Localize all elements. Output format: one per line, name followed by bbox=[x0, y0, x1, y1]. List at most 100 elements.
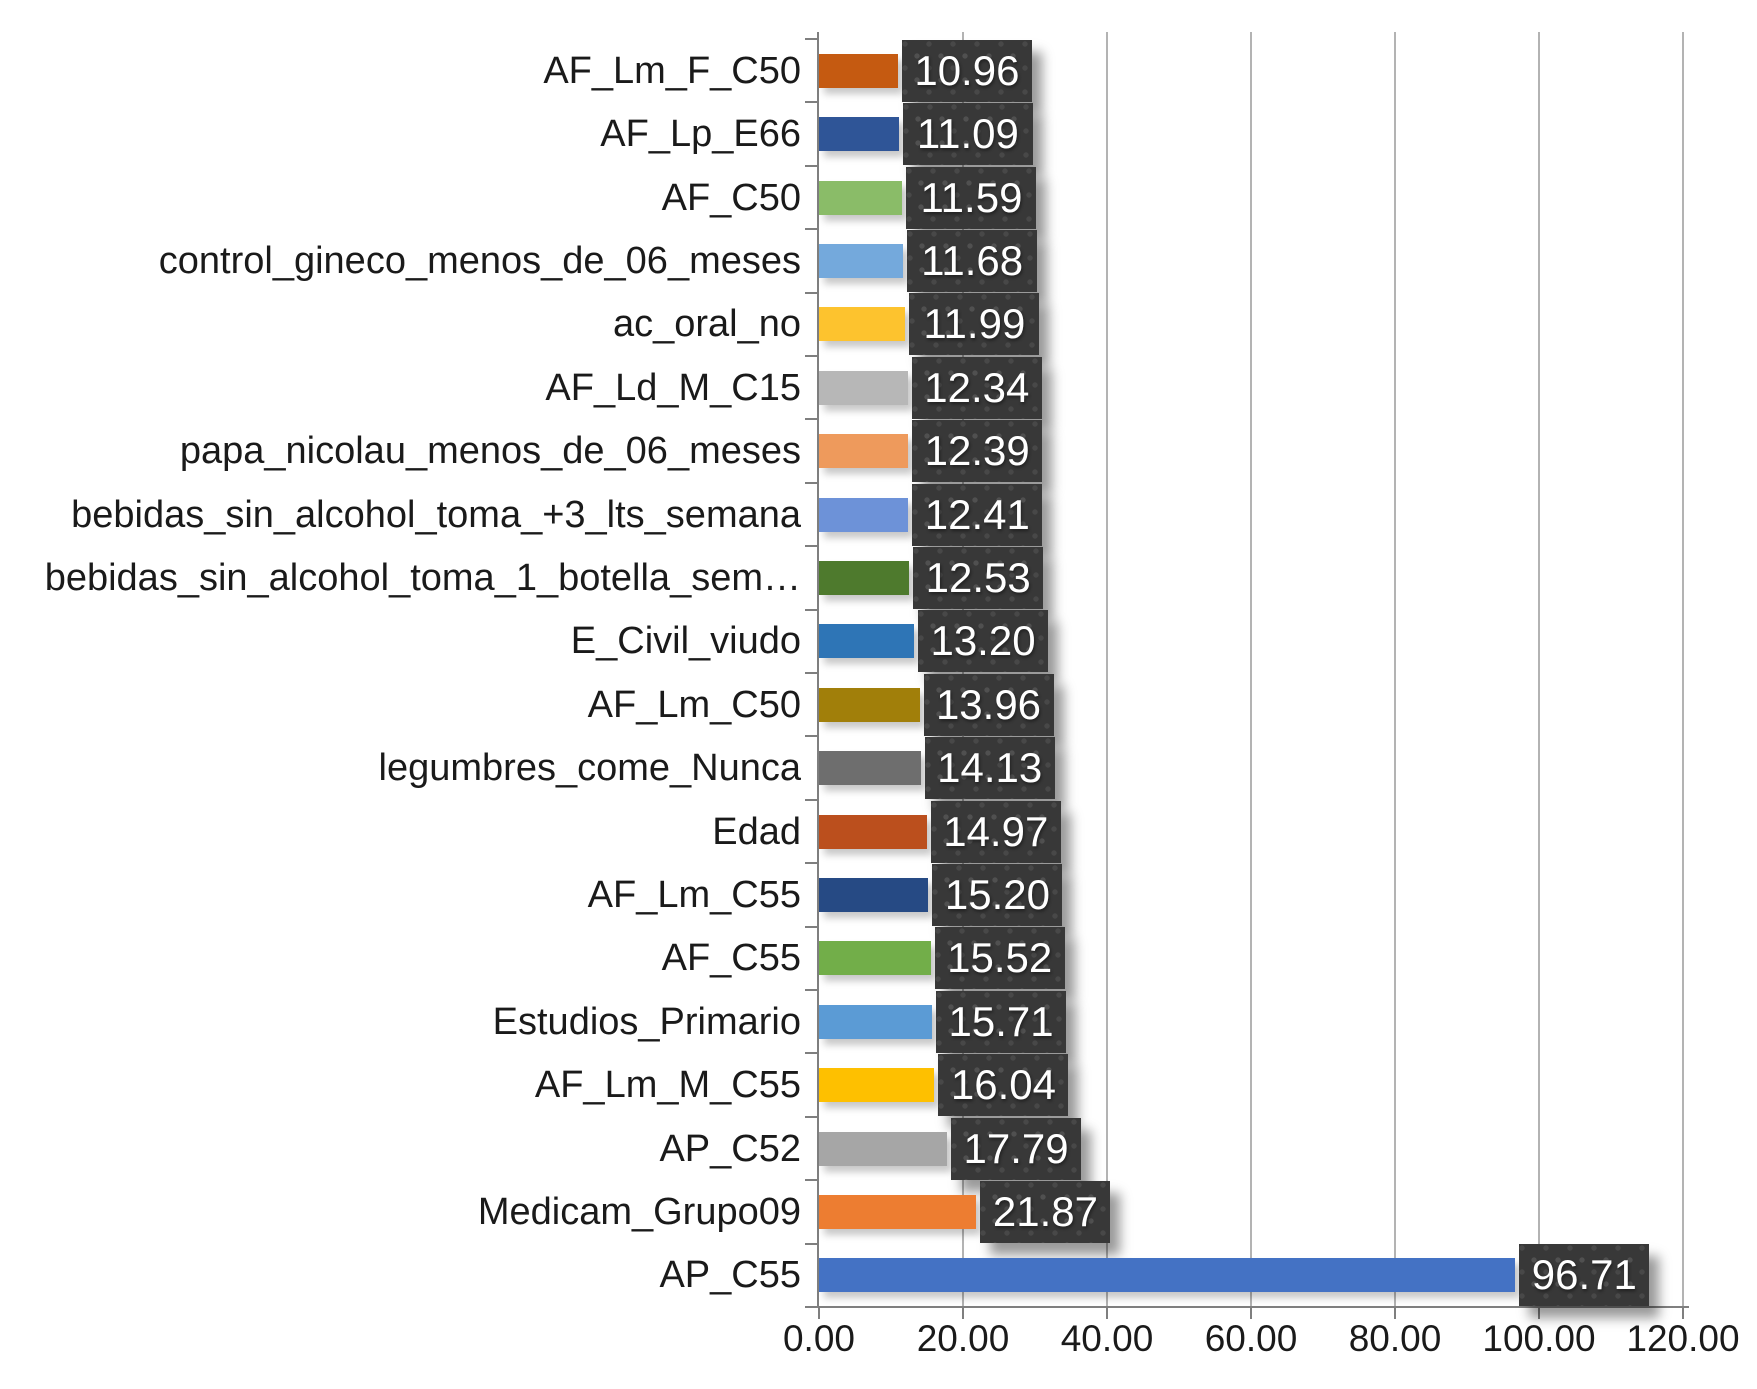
bar bbox=[819, 434, 909, 469]
category-label: bebidas_sin_alcohol_toma_1_botella_sem… bbox=[44, 556, 801, 599]
gridline bbox=[1538, 32, 1540, 1307]
category-label: ac_oral_no bbox=[612, 303, 801, 346]
bar bbox=[819, 53, 898, 88]
data-label-value: 10.96 bbox=[914, 46, 1020, 94]
bar bbox=[819, 497, 909, 532]
category-label: AP_C52 bbox=[659, 1127, 801, 1170]
category-label: AF_C55 bbox=[661, 937, 801, 980]
y-axis-tick bbox=[805, 355, 818, 357]
y-axis-tick bbox=[805, 1115, 818, 1118]
x-axis-label: 20.00 bbox=[916, 1318, 1010, 1359]
category-label: Estudios_Primario bbox=[492, 1000, 801, 1043]
data-label-value: 96.71 bbox=[1531, 1251, 1637, 1299]
data-label-box: 14.97 bbox=[930, 800, 1061, 863]
bar bbox=[819, 1194, 977, 1229]
data-label-value: 11.68 bbox=[921, 236, 1024, 284]
data-label-value: 13.20 bbox=[930, 617, 1036, 665]
data-label-box: 13.96 bbox=[923, 673, 1054, 736]
y-axis-tick bbox=[805, 989, 818, 991]
data-label-box: 12.34 bbox=[911, 356, 1042, 419]
data-label-box: 21.87 bbox=[980, 1180, 1111, 1243]
x-axis-label: 80.00 bbox=[1348, 1318, 1442, 1359]
category-label: AF_C50 bbox=[661, 176, 801, 219]
data-label-value: 12.53 bbox=[925, 553, 1031, 601]
x-axis-tick bbox=[1682, 1307, 1684, 1319]
gridline bbox=[1250, 32, 1252, 1307]
gridline bbox=[1106, 32, 1108, 1307]
category-label: bebidas_sin_alcohol_toma_+3_lts_semana bbox=[71, 493, 801, 536]
data-label-box: 10.96 bbox=[901, 39, 1032, 102]
data-label-value: 11.99 bbox=[923, 300, 1026, 348]
category-label: AF_Lm_F_C50 bbox=[543, 49, 801, 92]
category-label: legumbres_come_Nunca bbox=[378, 747, 801, 790]
y-axis-tick bbox=[805, 1052, 818, 1055]
category-label: E_Civil_viudo bbox=[570, 620, 801, 663]
y-axis-tick bbox=[805, 291, 818, 294]
x-axis-tick bbox=[1538, 1307, 1540, 1319]
x-axis-line bbox=[805, 1306, 1689, 1308]
x-axis-tick bbox=[818, 1307, 820, 1319]
y-axis-tick bbox=[805, 228, 818, 231]
data-label-value: 13.96 bbox=[935, 680, 1042, 728]
x-axis-tick bbox=[1106, 1307, 1108, 1319]
data-label-box: 14.13 bbox=[924, 737, 1055, 800]
x-axis-label: 100.00 bbox=[1482, 1318, 1596, 1359]
y-axis-tick bbox=[805, 545, 818, 548]
y-axis-tick bbox=[805, 481, 818, 484]
data-label-value: 11.59 bbox=[920, 173, 1023, 221]
category-label: AF_Lm_M_C55 bbox=[534, 1064, 801, 1107]
data-label-box: 12.53 bbox=[913, 546, 1044, 609]
data-label-box: 16.04 bbox=[938, 1054, 1069, 1117]
bar bbox=[819, 877, 929, 912]
category-label: AP_C55 bbox=[659, 1254, 801, 1297]
y-axis-tick bbox=[805, 735, 818, 738]
data-label-value: 15.20 bbox=[944, 870, 1050, 918]
y-axis-tick bbox=[805, 608, 818, 611]
category-label: papa_nicolau_menos_de_06_meses bbox=[179, 430, 801, 473]
bar bbox=[819, 307, 906, 342]
category-label: AF_Lm_C55 bbox=[587, 873, 801, 916]
bar bbox=[819, 117, 899, 152]
y-axis-tick bbox=[805, 1179, 818, 1182]
data-label-value: 11.09 bbox=[916, 110, 1019, 158]
data-label-box: 12.39 bbox=[912, 420, 1043, 483]
data-label-value: 15.52 bbox=[947, 934, 1053, 982]
data-label-value: 12.41 bbox=[924, 490, 1030, 538]
data-label-value: 12.34 bbox=[924, 363, 1030, 411]
y-axis-tick bbox=[805, 1242, 818, 1245]
gridline bbox=[1682, 32, 1684, 1307]
x-axis-label: 120.00 bbox=[1626, 1318, 1740, 1359]
data-label-box: 17.79 bbox=[951, 1117, 1082, 1180]
data-label-box: 96.71 bbox=[1519, 1244, 1650, 1307]
data-label-box: 11.68 bbox=[907, 229, 1038, 292]
data-label-box: 12.41 bbox=[912, 483, 1043, 546]
data-label-box: 15.20 bbox=[932, 863, 1063, 926]
x-axis-tick bbox=[1250, 1307, 1252, 1319]
bar bbox=[819, 560, 910, 595]
data-label-box: 15.71 bbox=[936, 990, 1067, 1053]
bar bbox=[819, 180, 903, 215]
y-axis-line bbox=[817, 32, 819, 1307]
category-label: AF_Lp_E66 bbox=[600, 113, 801, 156]
bar bbox=[819, 624, 915, 659]
bar bbox=[819, 1004, 933, 1039]
gridline bbox=[1394, 32, 1396, 1307]
data-label-value: 21.87 bbox=[992, 1187, 1098, 1235]
category-label: Medicam_Grupo09 bbox=[477, 1190, 801, 1233]
category-label: AF_Ld_M_C15 bbox=[545, 366, 801, 409]
y-axis-tick bbox=[805, 672, 818, 674]
y-axis-tick bbox=[805, 925, 818, 928]
data-label-value: 14.97 bbox=[943, 807, 1049, 855]
x-axis-label: 60.00 bbox=[1204, 1318, 1298, 1359]
data-label-box: 11.59 bbox=[906, 166, 1037, 229]
data-label-box: 11.09 bbox=[902, 103, 1033, 166]
y-axis-tick bbox=[805, 164, 818, 167]
category-label: control_gineco_menos_de_06_meses bbox=[158, 239, 801, 282]
bar bbox=[819, 370, 908, 405]
data-label-value: 12.39 bbox=[924, 427, 1030, 475]
bar bbox=[819, 941, 931, 976]
bar bbox=[819, 751, 921, 786]
y-axis-tick bbox=[805, 862, 818, 865]
data-label-value: 17.79 bbox=[963, 1124, 1069, 1172]
